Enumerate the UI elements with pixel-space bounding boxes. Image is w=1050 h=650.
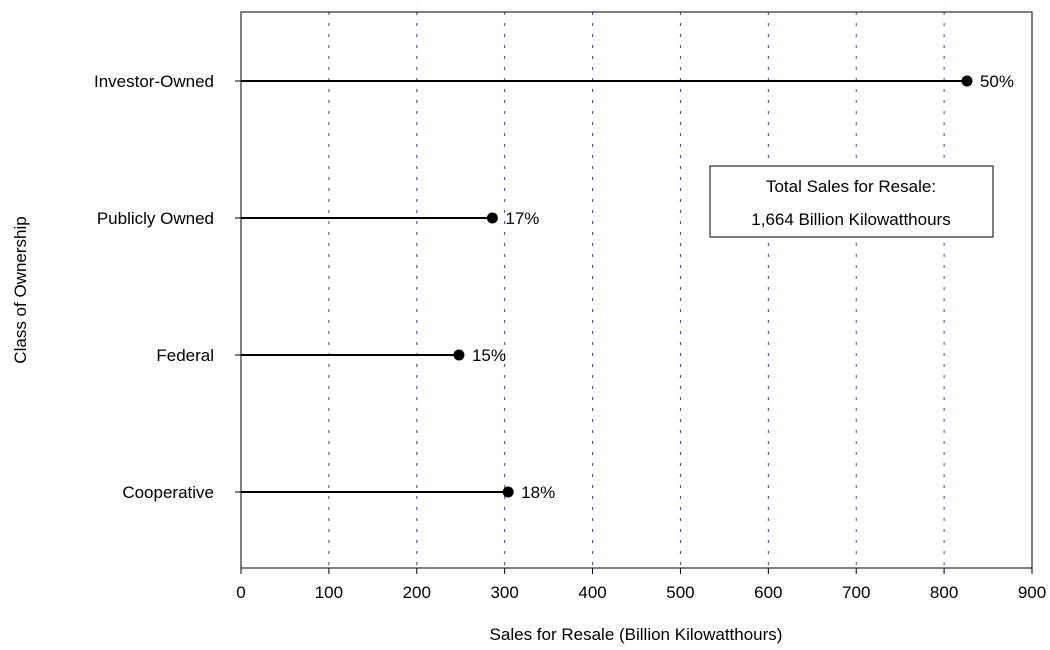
x-tick-label-800: 800 xyxy=(930,583,958,602)
gridlines xyxy=(328,12,945,568)
x-axis-ticks: 0 100 200 300 400 500 600 700 800 900 xyxy=(236,568,1046,602)
x-tick-label-300: 300 xyxy=(490,583,518,602)
total-annotation: Total Sales for Resale: 1,664 Billion Ki… xyxy=(709,165,994,238)
plot-frame xyxy=(240,11,1033,569)
data-label-cooperative: 18% xyxy=(521,483,555,502)
dot-investor-owned xyxy=(961,75,973,87)
x-tick-label-500: 500 xyxy=(666,583,694,602)
category-label-federal: Federal xyxy=(156,346,214,365)
category-label-investor-owned: Investor-Owned xyxy=(94,72,214,91)
x-tick-label-100: 100 xyxy=(315,583,343,602)
x-tick-label-400: 400 xyxy=(578,583,606,602)
x-tick-label-200: 200 xyxy=(403,583,431,602)
category-label-publicly-owned: Publicly Owned xyxy=(97,209,214,228)
series: 50% 17% 15% 18% xyxy=(241,72,1014,502)
y-axis-title: Class of Ownership xyxy=(11,216,30,363)
data-label-publicly-owned: 17% xyxy=(505,209,539,228)
dot-cooperative xyxy=(502,486,514,498)
y-axis-ticks: Investor-Owned Publicly Owned Federal Coope… xyxy=(94,72,241,502)
x-tick-label-900: 900 xyxy=(1018,583,1046,602)
x-axis-title: Sales for Resale (Billion Kilowatthours) xyxy=(490,625,783,644)
annotation-line-1: Total Sales for Resale: xyxy=(766,177,936,196)
annotation-line-2: 1,664 Billion Kilowatthours xyxy=(751,210,950,229)
data-label-investor-owned: 50% xyxy=(980,72,1014,91)
dot-publicly-owned xyxy=(486,212,498,224)
data-label-federal: 15% xyxy=(472,346,506,365)
x-tick-label-0: 0 xyxy=(236,583,245,602)
dot-federal xyxy=(453,349,465,361)
category-label-cooperative: Cooperative xyxy=(122,483,214,502)
x-tick-label-600: 600 xyxy=(754,583,782,602)
annotation-box xyxy=(709,165,994,238)
x-tick-label-700: 700 xyxy=(842,583,870,602)
